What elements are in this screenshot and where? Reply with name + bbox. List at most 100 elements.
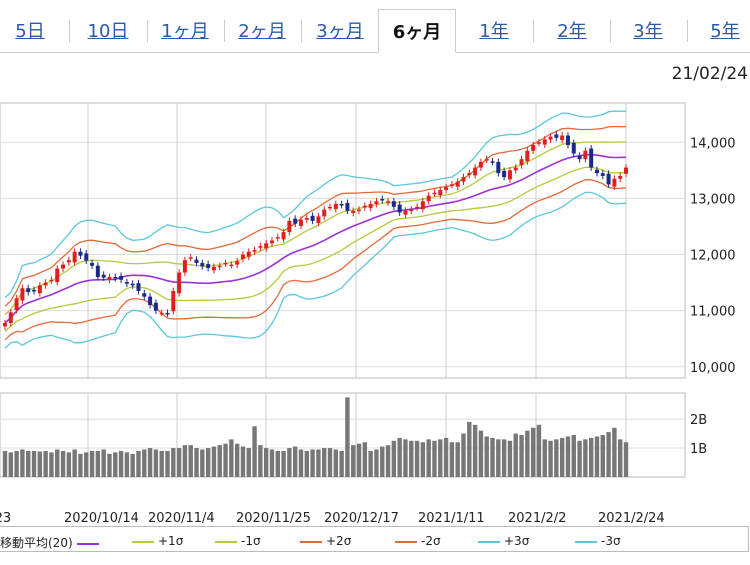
legend-label: 移動平均(20) — [0, 536, 73, 550]
candle-body — [188, 257, 193, 259]
volume-bar — [252, 426, 257, 477]
candle-body — [345, 202, 350, 211]
legend-item: 移動平均(20) — [0, 534, 103, 551]
volume-bar — [594, 436, 600, 477]
volume-bar — [507, 440, 513, 477]
volume-bar — [513, 433, 518, 477]
volume-bar — [55, 449, 60, 477]
candle-body — [3, 323, 7, 327]
volume-bar — [101, 449, 106, 477]
volume-bar — [26, 450, 31, 477]
band-line — [4, 110, 627, 299]
indicator-legend: 移動平均(20) +1σ -1σ +2σ -2σ +3σ -3σ — [0, 526, 750, 558]
volume-bar — [542, 439, 547, 477]
tab-separator — [687, 20, 688, 42]
candle-body — [380, 198, 385, 201]
candle-body — [37, 285, 42, 294]
tab-1[interactable]: 10日 — [87, 21, 129, 42]
period-tab-bar: 5日 10日 1ヶ月 2ヶ月 3ヶ月 6ヶ月 1年 2年 3年 5年 — [0, 0, 750, 53]
candle-body — [281, 232, 286, 240]
volume-bar — [292, 446, 298, 477]
volume-bar — [60, 450, 66, 477]
candle-body — [49, 279, 54, 282]
tab-2[interactable]: 1ヶ月 — [161, 21, 209, 42]
x-axis-label: 2020/11/25 — [236, 511, 311, 526]
volume-tick-label: 1B — [690, 442, 707, 457]
candle-body — [461, 177, 466, 182]
volume-bar — [345, 397, 350, 477]
candle-body — [391, 201, 396, 207]
candle-body — [594, 169, 599, 174]
tab-separator — [301, 20, 302, 42]
tab-5[interactable]: 6ヶ月 — [378, 9, 456, 53]
x-axis-label: 2020/11/4 — [148, 511, 215, 526]
price-tick-label: 10,000 — [690, 361, 736, 376]
candle-body — [136, 283, 141, 292]
volume-bar — [176, 448, 182, 477]
volume-bar — [223, 443, 228, 477]
volume-bar — [147, 448, 153, 477]
tab-separator — [147, 20, 148, 42]
volume-bar — [240, 446, 246, 477]
candle-body — [14, 298, 19, 311]
candle-body — [490, 161, 495, 163]
volume-bar — [420, 442, 426, 477]
candle-body — [449, 184, 454, 186]
tab-6[interactable]: 1年 — [479, 21, 509, 42]
x-axis-label: 2021/1/11 — [418, 511, 485, 526]
volume-bar — [368, 450, 373, 477]
volume-bar — [217, 445, 222, 477]
candle-body — [61, 264, 66, 269]
volume-bar — [287, 448, 292, 477]
volume-bar — [43, 450, 48, 477]
candle-body — [542, 139, 547, 145]
candle-body — [519, 159, 524, 166]
candle-body — [426, 195, 431, 202]
tab-3[interactable]: 2ヶ月 — [238, 21, 286, 42]
candle-body — [258, 246, 263, 248]
tab-0[interactable]: 5日 — [15, 21, 45, 42]
legend-item: +1σ — [132, 534, 183, 548]
legend-label: -2σ — [421, 534, 441, 548]
candle-body — [148, 296, 153, 306]
price-tick-label: 11,000 — [690, 305, 736, 320]
candle-body — [142, 293, 147, 297]
candle-body — [507, 170, 512, 180]
candle-body — [328, 206, 333, 209]
candle-body — [473, 167, 478, 176]
candle-body — [478, 161, 483, 168]
candle-body — [223, 262, 228, 265]
candle-body — [420, 201, 425, 210]
volume-bar — [536, 424, 542, 477]
candle-body — [444, 187, 449, 190]
candle-body — [374, 201, 379, 205]
tab-7[interactable]: 2年 — [557, 21, 587, 42]
candle-body — [235, 261, 240, 265]
candle-body — [275, 237, 280, 239]
volume-bar — [246, 448, 251, 477]
tab-8[interactable]: 3年 — [633, 21, 663, 42]
volume-bar — [478, 430, 484, 477]
candle-body — [264, 243, 269, 249]
volume-bar — [467, 421, 472, 477]
volume-bar — [49, 452, 54, 477]
candle-body — [571, 142, 576, 154]
candle-body — [119, 275, 124, 280]
tab-4[interactable]: 3ヶ月 — [316, 21, 364, 42]
tab-9[interactable]: 5年 — [710, 21, 740, 42]
volume-bar — [8, 452, 14, 477]
candle-body — [397, 204, 402, 213]
candle-body — [240, 254, 245, 260]
volume-bar — [310, 449, 315, 477]
price-tick-label: 12,000 — [690, 249, 736, 264]
volume-bar — [281, 450, 286, 477]
candle-body — [78, 251, 83, 256]
volume-bar — [258, 445, 263, 477]
candle-body — [536, 142, 541, 144]
volume-bar — [84, 452, 89, 477]
volume-bar — [124, 452, 130, 477]
volume-bar — [234, 443, 240, 477]
candle-body — [310, 215, 315, 221]
candle-body — [287, 220, 292, 233]
legend-swatch — [215, 540, 237, 543]
